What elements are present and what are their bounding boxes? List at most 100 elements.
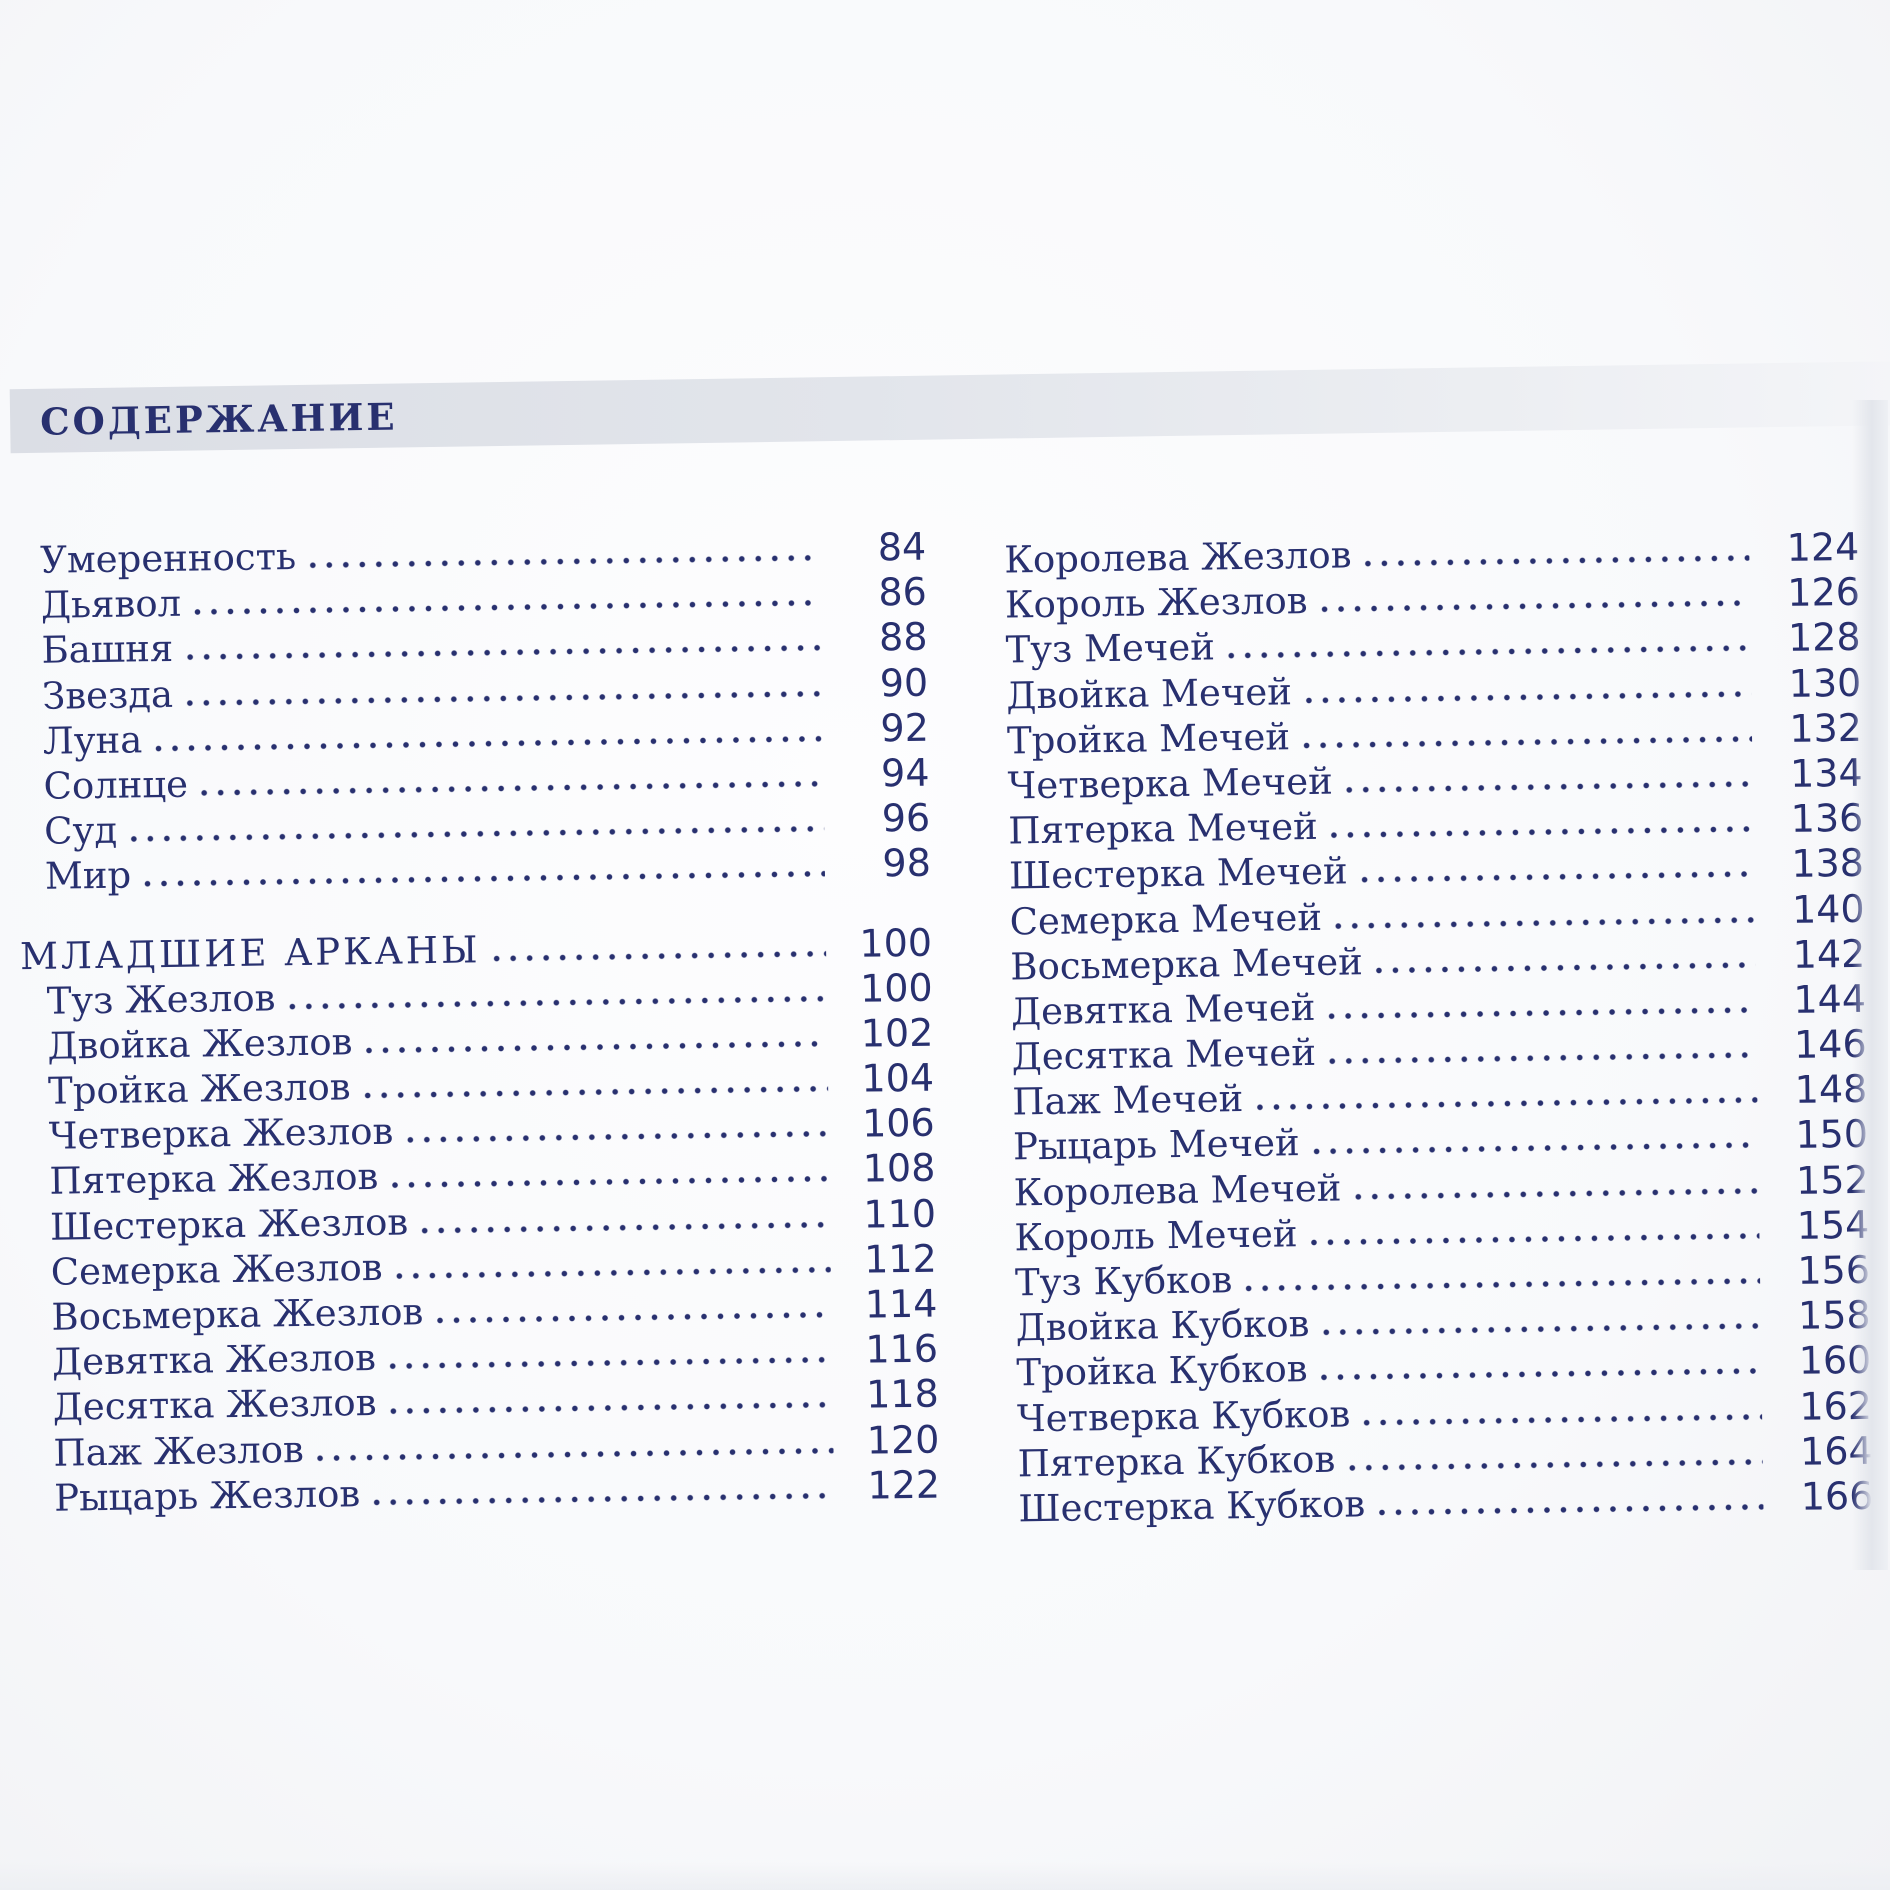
toc-entry-label: Двойка Жезлов: [47, 1020, 353, 1068]
toc-entry-page-number: 120: [866, 1417, 940, 1463]
toc-entry-label: Двойка Кубков: [1015, 1302, 1310, 1350]
toc-entry-label: Девятка Жезлов: [51, 1336, 377, 1384]
dot-leader: [194, 599, 821, 616]
toc-entry-label: Рыцарь Жезлов: [53, 1471, 361, 1520]
toc-entry-label: Солнце: [43, 762, 189, 808]
dot-leader: [1320, 1367, 1762, 1382]
dot-leader: [373, 1491, 835, 1506]
toc-entry-page-number: 106: [861, 1100, 935, 1146]
toc-entry-page-number: 90: [879, 660, 929, 705]
toc-entry-page-number: 126: [1787, 570, 1861, 616]
toc-entry-page-number: 124: [1786, 524, 1860, 570]
dot-leader: [1320, 599, 1751, 614]
toc-entry-label: Шестерка Мечей: [1008, 849, 1348, 898]
dot-leader: [1310, 1232, 1760, 1246]
toc-entry-page-number: 116: [865, 1326, 939, 1372]
toc-entry-label: МЛАДШИЕ АРКАНЫ: [19, 927, 481, 978]
toc-entry-page-number: 100: [859, 920, 933, 966]
toc-entry-label: Шестерка Жезлов: [49, 1200, 409, 1249]
toc-entry-label: Двойка Мечей: [1006, 669, 1293, 718]
dot-leader: [1363, 1412, 1763, 1426]
toc-entry-page-number: 134: [1789, 750, 1863, 796]
dot-leader: [186, 689, 823, 707]
toc-entry-label: Четверка Кубков: [1016, 1392, 1351, 1440]
dot-leader: [155, 734, 824, 752]
toc-entry-page-number: 138: [1791, 841, 1865, 887]
dot-leader: [1378, 1503, 1764, 1516]
toc-entry-page-number: 114: [864, 1281, 938, 1327]
toc-entry-label: Пятерка Мечей: [1008, 805, 1319, 853]
toc-entry-label: Туз Жезлов: [46, 976, 276, 1023]
toc-entry-label: Дьявол: [40, 581, 182, 627]
toc-entry-label: Королева Мечей: [1013, 1166, 1342, 1215]
dot-leader: [316, 1446, 834, 1462]
toc-entry-page-number: 140: [1791, 886, 1865, 932]
dot-leader: [309, 554, 821, 569]
dot-leader: [1328, 1006, 1757, 1020]
page-edge-shadow: [1852, 400, 1888, 1570]
toc-entry-label: Пятерка Кубков: [1017, 1437, 1336, 1486]
toc-entry-label: Четверка Жезлов: [48, 1109, 394, 1158]
dot-leader: [1329, 1051, 1757, 1065]
dot-leader: [365, 1040, 828, 1054]
dot-leader: [363, 1085, 829, 1100]
toc-entry-page-number: 108: [862, 1146, 936, 1192]
toc-entry-label: Суд: [43, 808, 118, 853]
toc-entry-label: Пятерка Жезлов: [49, 1155, 379, 1204]
dot-leader: [388, 1356, 833, 1370]
dot-leader: [1354, 1187, 1759, 1201]
dot-leader: [1245, 1277, 1761, 1293]
dot-leader: [436, 1311, 832, 1325]
dot-leader: [389, 1401, 833, 1416]
toc-entry-page-number: 100: [859, 965, 933, 1011]
toc-entry-label: Семерка Жезлов: [50, 1245, 383, 1294]
toc-entry-label: Четверка Мечей: [1007, 759, 1334, 808]
dot-leader: [1304, 689, 1752, 704]
toc-entry-page-number: 104: [861, 1055, 935, 1101]
dot-leader: [1364, 554, 1750, 568]
toc-entry-label: Мир: [44, 853, 132, 899]
toc-entry-label: Восьмерка Мечей: [1010, 939, 1364, 989]
toc-entry-label: Король Жезлов: [1004, 579, 1308, 627]
page-bottom-shadow: [0, 1862, 1890, 1890]
toc-entry-page-number: 86: [878, 569, 928, 615]
page-title: СОДЕРЖАНИЕ: [39, 394, 398, 444]
toc-entry-label: Паж Мечей: [1012, 1077, 1244, 1124]
toc-right-column: Королева Жезлов 124 Король Жезлов 126 Ту…: [1004, 525, 1874, 1532]
toc-entry-label: Паж Жезлов: [53, 1427, 305, 1475]
toc-entry-page-number: 128: [1787, 615, 1861, 661]
dot-leader: [1330, 825, 1754, 839]
toc-entry-page-number: 112: [863, 1236, 938, 1282]
dot-leader: [130, 825, 825, 843]
dot-leader: [144, 870, 826, 888]
toc-entry-label: Шестерка Кубков: [1018, 1482, 1366, 1531]
toc-entry-label: Башня: [41, 627, 174, 673]
toc-left-column: Умеренность 84 Дьявол 86 Башня 88 Звезда…: [14, 525, 941, 1521]
toc-entry-page-number: 110: [863, 1191, 937, 1237]
contents-header-band: СОДЕРЖАНИЕ: [9, 361, 1890, 454]
toc-entry-label: Тройка Жезлов: [47, 1065, 351, 1113]
dot-leader: [1227, 644, 1751, 660]
toc-entry-label: Королева Жезлов: [1004, 533, 1352, 582]
dot-leader: [288, 994, 827, 1010]
dot-leader: [391, 1175, 830, 1190]
dot-leader: [1375, 961, 1756, 974]
toc-entry-page-number: 118: [865, 1371, 940, 1418]
toc-entry-page-number: 96: [881, 795, 931, 841]
dot-leader: [1335, 915, 1755, 930]
toc-entry-page-number: 94: [880, 750, 930, 796]
dot-leader: [406, 1130, 829, 1144]
toc-entry-label: Король Мечей: [1014, 1212, 1298, 1260]
dot-leader: [186, 644, 822, 662]
toc-entry-page-number: 92: [880, 705, 930, 751]
toc-entry-label: Семерка Мечей: [1009, 895, 1323, 943]
dot-leader: [421, 1220, 831, 1234]
toc-entry-page-number: 136: [1790, 795, 1864, 841]
toc-entry-label: Рыцарь Мечей: [1012, 1121, 1300, 1169]
toc-entry-page-number: 130: [1788, 660, 1862, 706]
toc-entry-label: Восьмерка Жезлов: [51, 1290, 424, 1339]
dot-leader: [395, 1265, 831, 1280]
toc-entry-page-number: 88: [878, 615, 928, 660]
